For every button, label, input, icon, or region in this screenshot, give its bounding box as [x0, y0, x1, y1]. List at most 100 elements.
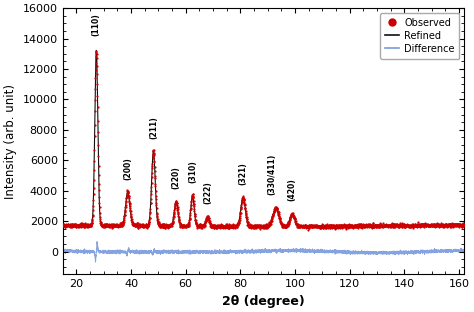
- Point: [460, 222, 468, 227]
- Point: [156, 225, 164, 230]
- Point: [401, 225, 409, 230]
- Point: [360, 225, 368, 230]
- Point: [102, 222, 109, 227]
- Point: [73, 222, 81, 227]
- Point: [410, 223, 417, 228]
- Point: [304, 227, 311, 232]
- Point: [314, 223, 322, 228]
- Point: [365, 222, 373, 227]
- Point: [145, 224, 152, 229]
- Point: [109, 222, 116, 227]
- Point: [435, 224, 442, 229]
- Point: [180, 225, 188, 230]
- Point: [110, 224, 118, 229]
- Point: [236, 217, 244, 222]
- Point: [101, 223, 109, 228]
- Point: [92, 67, 100, 72]
- Point: [174, 212, 182, 217]
- Point: [429, 224, 437, 229]
- Point: [419, 222, 426, 227]
- Point: [150, 152, 158, 157]
- Point: [64, 223, 71, 228]
- Point: [119, 222, 127, 227]
- Point: [456, 223, 464, 228]
- Point: [419, 222, 426, 227]
- Point: [105, 224, 112, 229]
- Point: [305, 225, 312, 230]
- Point: [425, 222, 433, 227]
- Point: [202, 216, 210, 221]
- Point: [297, 223, 305, 228]
- Point: [390, 221, 397, 226]
- Point: [424, 223, 431, 228]
- Point: [68, 222, 76, 227]
- Point: [234, 221, 241, 226]
- Point: [86, 222, 94, 227]
- Point: [244, 222, 252, 227]
- Point: [417, 222, 425, 227]
- Point: [378, 224, 386, 229]
- Point: [447, 222, 455, 227]
- Point: [457, 222, 465, 227]
- Point: [386, 223, 393, 228]
- Point: [317, 224, 324, 229]
- Point: [293, 221, 301, 226]
- Point: [229, 224, 237, 229]
- Point: [280, 223, 288, 228]
- Point: [122, 196, 130, 201]
- Point: [282, 223, 289, 228]
- Point: [234, 222, 242, 227]
- Point: [366, 222, 374, 227]
- Point: [209, 223, 216, 228]
- Point: [153, 205, 160, 210]
- Point: [232, 223, 240, 228]
- Point: [155, 222, 163, 227]
- Point: [257, 222, 264, 227]
- Point: [325, 222, 332, 227]
- Point: [308, 223, 315, 228]
- Point: [408, 223, 415, 228]
- Point: [236, 215, 243, 220]
- Point: [270, 209, 278, 214]
- Point: [240, 199, 248, 204]
- Point: [238, 199, 246, 204]
- Point: [151, 159, 158, 164]
- Point: [183, 224, 191, 229]
- Point: [232, 223, 240, 228]
- Point: [223, 225, 230, 230]
- Point: [206, 222, 213, 227]
- Point: [458, 223, 466, 228]
- Point: [62, 222, 69, 227]
- Point: [447, 224, 455, 229]
- Point: [276, 219, 284, 224]
- Point: [72, 224, 79, 229]
- Point: [117, 221, 124, 226]
- Point: [239, 195, 247, 200]
- Point: [259, 222, 266, 227]
- Point: [365, 222, 373, 227]
- Point: [217, 225, 224, 230]
- Point: [297, 223, 305, 228]
- Point: [151, 158, 158, 163]
- Point: [318, 224, 326, 229]
- Point: [426, 222, 434, 227]
- Point: [430, 224, 438, 229]
- Point: [177, 223, 185, 228]
- Point: [453, 222, 461, 227]
- Point: [314, 224, 322, 229]
- Point: [107, 222, 115, 227]
- Point: [98, 224, 105, 229]
- Point: [450, 222, 457, 227]
- Point: [453, 222, 461, 227]
- Point: [409, 226, 417, 231]
- Point: [270, 212, 277, 217]
- Point: [413, 223, 420, 228]
- Point: [395, 224, 403, 229]
- Point: [271, 207, 279, 212]
- Point: [88, 221, 95, 226]
- Point: [178, 224, 186, 229]
- Point: [198, 223, 206, 228]
- Point: [302, 224, 310, 229]
- Point: [327, 225, 334, 230]
- Point: [256, 223, 264, 228]
